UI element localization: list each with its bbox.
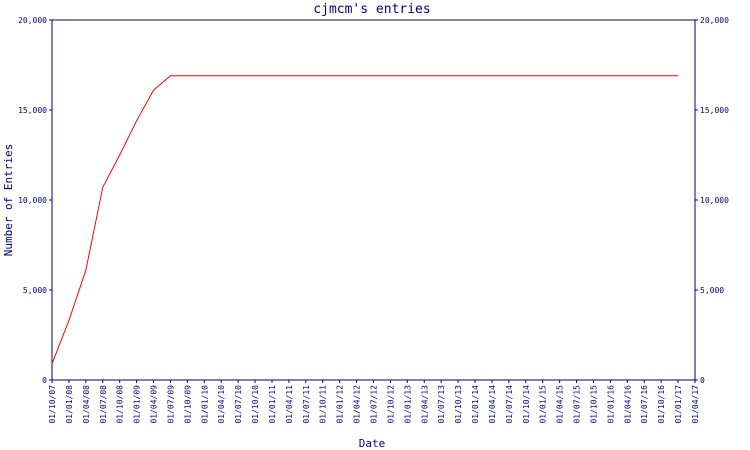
x-tick-label: 01/01/16 (606, 385, 615, 424)
y-tick-label: 5,000 (23, 286, 47, 295)
y-axis-title: Number of Entries (2, 144, 15, 257)
plot-frame (51, 19, 696, 381)
x-tick-label: 01/01/11 (268, 385, 277, 424)
x-tick-label: 01/04/14 (488, 385, 497, 424)
x-tick-label: 01/01/09 (133, 385, 142, 424)
x-tick-label: 01/04/08 (82, 385, 91, 424)
x-tick-label: 01/10/16 (657, 385, 666, 424)
chart-title: cjmcm's entries (313, 2, 430, 17)
x-tick-label: 01/04/13 (420, 385, 429, 424)
x-tick-label: 01/04/11 (285, 385, 294, 424)
x-tick-label: 01/01/08 (65, 385, 74, 424)
x-tick-label: 01/04/16 (623, 385, 632, 424)
x-tick-label: 01/10/12 (386, 385, 395, 424)
x-tick-label: 01/04/17 (691, 385, 700, 424)
x-tick-label: 01/07/08 (99, 385, 108, 424)
x-tick-label: 01/01/12 (336, 385, 345, 424)
y-tick-label: 15,000 (18, 106, 47, 115)
x-tick-label: 01/07/13 (437, 385, 446, 424)
x-tick-label: 01/10/07 (48, 385, 57, 424)
x-tick-label: 01/07/15 (573, 385, 582, 424)
x-tick-label: 01/07/10 (234, 385, 243, 424)
x-tick-label: 01/01/17 (674, 385, 683, 424)
x-tick-label: 01/04/15 (556, 385, 565, 424)
y-tick-label: 10,000 (18, 196, 47, 205)
x-axis-title: Date (359, 437, 386, 450)
x-tick-label: 01/07/11 (302, 385, 311, 424)
x-tick-label: 01/10/13 (454, 385, 463, 424)
data-line (51, 75, 679, 364)
y2-tick-label: 0 (700, 376, 705, 385)
y-tick-label: 20,000 (18, 16, 47, 25)
y2-tick-label: 15,000 (700, 106, 729, 115)
x-tick-label: 01/01/14 (471, 385, 480, 424)
x-tick-label: 01/07/09 (166, 385, 175, 424)
x-tick-label: 01/07/16 (640, 385, 649, 424)
x-tick-label: 01/01/10 (200, 385, 209, 424)
x-tick-label: 01/04/12 (353, 385, 362, 424)
x-tick-label: 01/10/09 (183, 385, 192, 424)
x-tick-label: 01/04/09 (150, 385, 159, 424)
x-tick-label: 01/07/12 (370, 385, 379, 424)
x-tick-label: 01/10/10 (251, 385, 260, 424)
y-tick-label: 0 (42, 376, 47, 385)
x-tick-label: 01/10/15 (589, 385, 598, 424)
x-tick-label: 01/10/11 (319, 385, 328, 424)
x-tick-label: 01/04/10 (217, 385, 226, 424)
y2-tick-label: 5,000 (700, 286, 724, 295)
x-tick-label: 01/01/15 (539, 385, 548, 424)
x-tick-label: 01/01/13 (403, 385, 412, 424)
x-tick-label: 01/07/14 (505, 385, 514, 424)
y2-tick-label: 10,000 (700, 196, 729, 205)
y2-tick-label: 20,000 (700, 16, 729, 25)
x-tick-label: 01/10/08 (116, 385, 125, 424)
x-tick-label: 01/10/14 (522, 385, 531, 424)
